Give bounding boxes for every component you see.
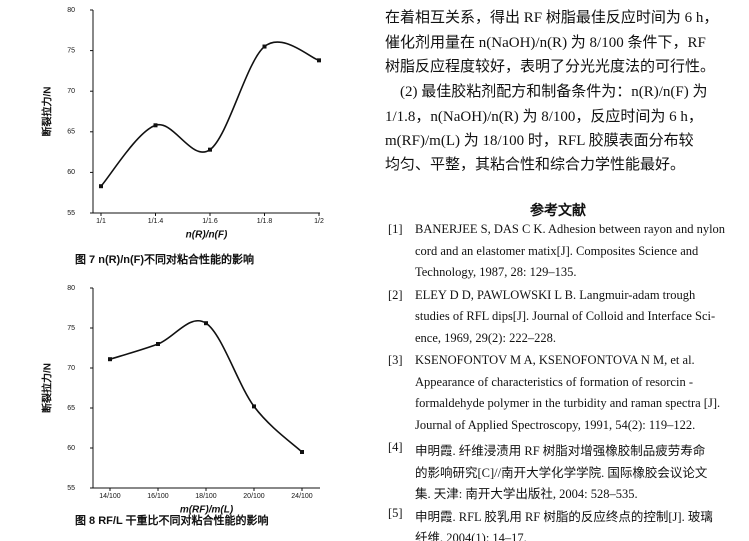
marker [252,404,256,409]
x-tick-label: 14/100 [99,493,121,500]
y-tick-label: 80 [67,285,75,292]
line [100,41,320,187]
x-tick-label: 1/1.4 [148,218,164,225]
y-axis-label: 断裂拉力/N [41,87,54,137]
reference-number: [1] [388,222,403,236]
reference-text: 申明霞. 纤维浸渍用 RF 树脂对增强橡胶制品疲劳寿命 [415,444,706,458]
x-axis-label: m(RF)/m(L) [180,505,234,516]
figures: 55 60 65 70 75 80 1/1 1/1.4 1/1.6 1/1.8 1/2 n(R)/n(… [41,7,324,527]
body-text: 均匀、平整，其粘合性和综合力学性能最好。 [385,157,686,173]
marker [204,321,208,326]
reference-text: 集. 天津: 南开大学出版社, 2004: 528–535. [415,487,638,501]
reference-number: [3] [388,353,403,367]
references-title: 参考文献 [530,203,586,219]
x-tick-label: 20/100 [243,493,265,500]
x-axis-label: n(R)/n(F) [186,230,228,241]
body-text: 催化剂用量在 n(NaOH)/n(R) 为 8/100 条件下，RF [385,35,706,51]
x-tick-label: 1/1.8 [257,218,273,225]
y-tick-label: 55 [67,210,75,217]
x-tick-label: 1/1 [96,218,106,225]
y-tick-label: 55 [67,485,75,492]
y-tick-label: 70 [67,365,75,372]
body-text: 树脂反应程度较好，表明了分光光度法的可行性。 [385,59,716,75]
body-text: (2) 最佳胶粘剂配方和制备条件为：n(R)/n(F) 为 [385,84,708,100]
reference-text: studies of RFL dips[J]. Journal of Collo… [415,309,716,323]
y-tick-label: 75 [67,47,75,54]
y-tick-label: 65 [67,405,75,412]
x-tick-label: 1/2 [314,218,324,225]
marker [153,123,158,128]
marker [156,342,160,346]
reference-number: [4] [388,440,403,454]
y-tick-label: 60 [67,169,75,176]
y-tick-label: 75 [67,325,75,332]
marker [262,44,267,49]
marker [208,147,212,152]
reference-text: 的影响研究[C]//南开大学化学学院. 国际橡胶会议论文 [415,465,708,480]
reference-text: 纤维, 2004(1): 14–17. [415,531,527,541]
reference-number: [2] [388,287,403,302]
y-tick-label: 60 [67,445,75,452]
reference-text: BANERJEE S, DAS C K. Adhesion between ra… [415,222,726,236]
marker [317,58,321,63]
reference-text: ence, 1969, 29(2): 222–228. [415,330,556,345]
x-tick-label: 16/100 [147,493,169,500]
y-tick-label: 80 [67,7,75,14]
y-axis-label: 断裂拉力/N [41,363,54,413]
reference-text: Appearance of characteristics of formati… [415,374,693,389]
reference-number: [5] [388,505,403,520]
body-text: m(RF)/m(L) 为 18/100 时，RFL 胶膜表面分布较 [385,133,694,149]
x-tick-label: 24/100 [291,493,313,500]
x-tick-label: 1/1.6 [202,218,218,225]
caption: 图 8 RF/L 干重比不同对粘合性能的影响 [75,513,269,527]
reference-text: formaldehyde polymer in the turbidity an… [415,396,721,410]
reference-text: cord and an elastomer matix[J]. Composit… [415,243,699,258]
y-tick-label: 65 [67,129,75,136]
marker [108,357,112,362]
body-text: 1/1.8，n(NaOH)/n(R) 为 8/100，反应时间为 6 h， [385,109,703,125]
y-tick-label: 70 [67,88,75,95]
reference-text: Journal of Applied Spectroscopy, 1991, 5… [415,417,696,432]
marker [99,184,103,189]
x-tick-label: 18/100 [195,493,217,500]
reference-text: KSENOFONTOV M A, KSENOFONTOVA N M, et al… [415,353,695,367]
line [109,320,303,453]
reference-text: ELEY D D, PAWLOWSKI L B. Langmuir-adam t… [415,287,696,302]
body-text: 在着相互关系，得出 RF 树脂最佳反应时间为 6 h， [385,10,719,26]
reference-text: 申明霞. RFL 胶乳用 RF 树脂的反应终点的控制[J]. 玻璃 [415,509,713,524]
marker [300,450,304,454]
caption: 图 7 n(R)/n(F)不同对粘合性能的影响 [75,252,254,266]
reference-text: Technology, 1987, 28: 129–135. [415,265,577,279]
